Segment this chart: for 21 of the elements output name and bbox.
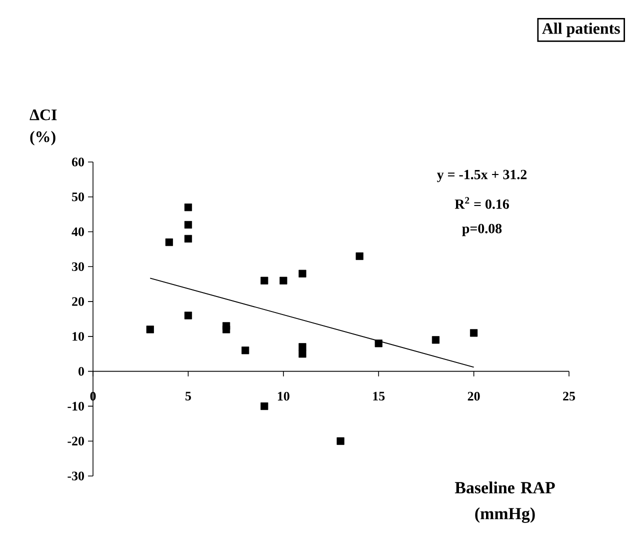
annotation: p=0.08 xyxy=(462,224,502,236)
x-tick-label: 20 xyxy=(468,392,480,401)
x-axis-title: Baseline RAP (mmHg) xyxy=(454,482,555,523)
y-tick-label: -30 xyxy=(68,472,84,480)
x-tick-label: 10 xyxy=(278,392,290,401)
y-tick-label: -10 xyxy=(68,402,84,411)
x-tick-label: 15 xyxy=(373,392,385,401)
y-tick-label: 30 xyxy=(72,262,84,272)
y-tick-label: 20 xyxy=(72,297,84,306)
y-tick-label: 40 xyxy=(72,227,84,236)
annotation: y = -1.5x + 31.2 xyxy=(437,170,527,182)
x-tick-label: 25 xyxy=(563,392,576,401)
y-tick-label: 0 xyxy=(78,366,84,376)
y-tick-label: -20 xyxy=(68,436,84,446)
y-tick-label: 60 xyxy=(72,158,84,166)
y-axis-title: ΔCI (%) xyxy=(30,110,57,146)
chart-title: All patients xyxy=(542,22,620,38)
annotation: R$^{2}$ = 0.16 xyxy=(454,197,509,209)
y-tick-label: 10 xyxy=(72,332,84,341)
x-tick-label: 5 xyxy=(185,392,191,400)
y-tick-label: 50 xyxy=(72,192,84,202)
